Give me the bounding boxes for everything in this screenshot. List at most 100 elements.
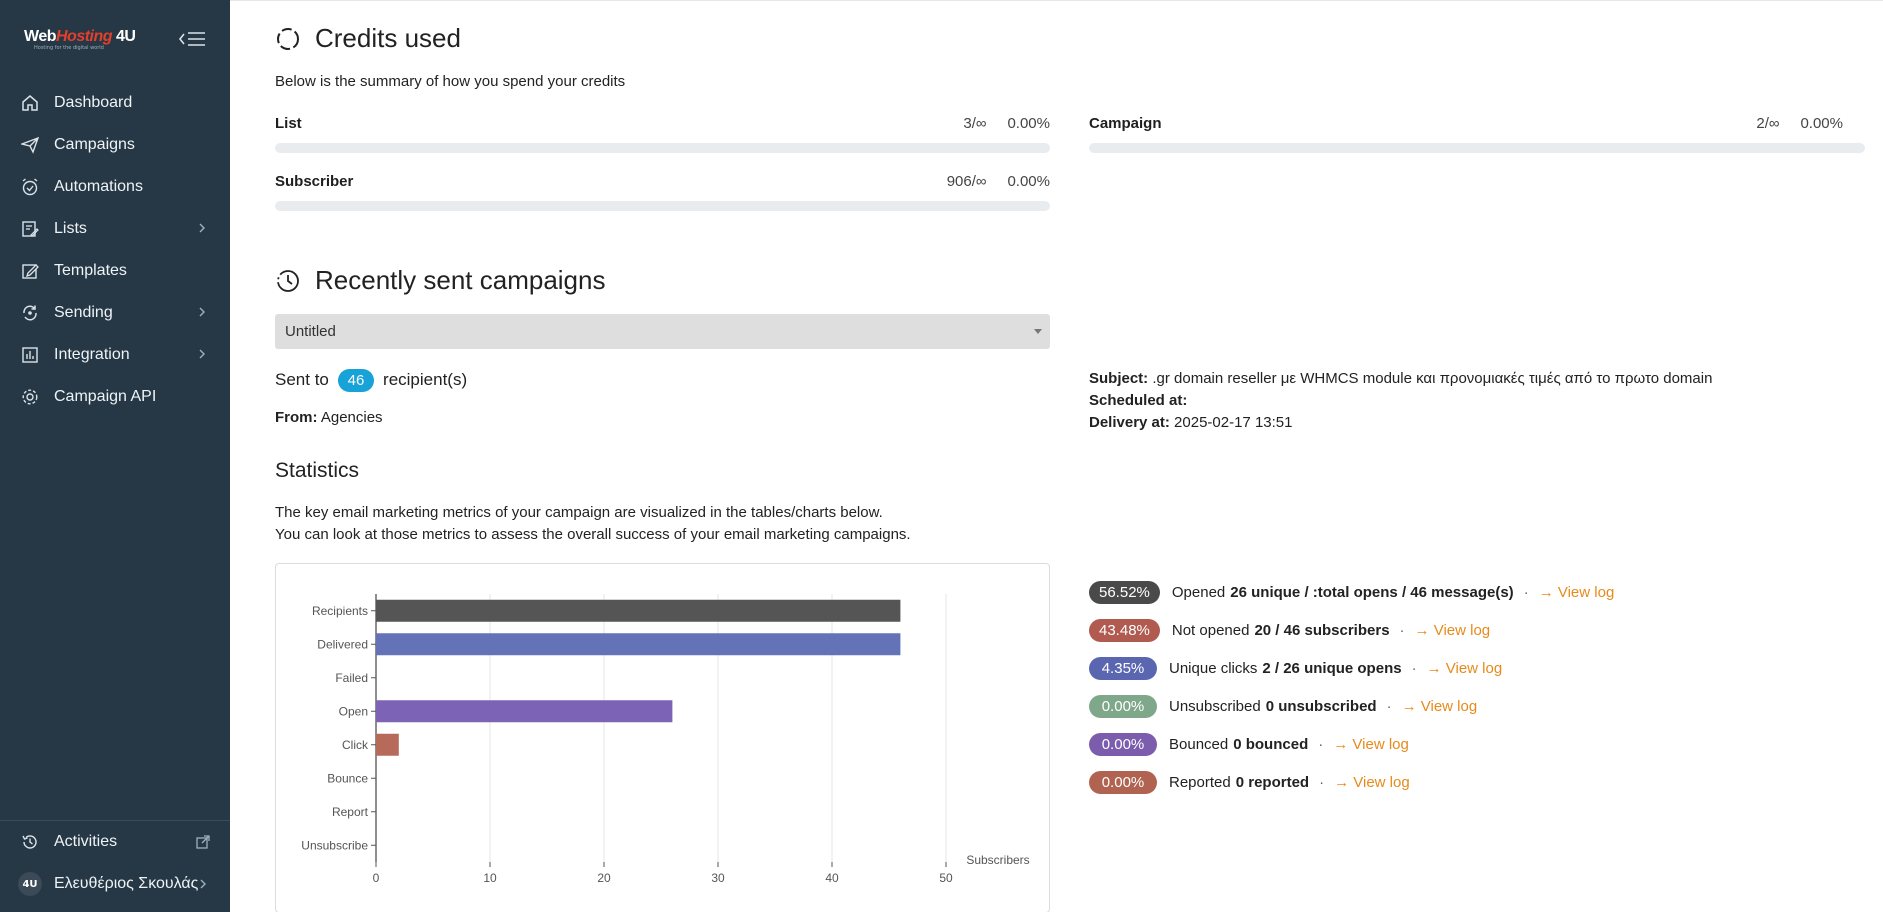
clock-history-icon — [277, 269, 299, 292]
view-log-link[interactable]: → View log — [1427, 660, 1503, 677]
metric-value: 0 bounced — [1233, 735, 1309, 753]
delivery-label: Delivery at: — [1089, 414, 1170, 431]
metric-value: 20 / 46 subscribers — [1254, 621, 1390, 639]
arrow-right-icon: → — [1334, 773, 1354, 791]
y-tick-label: Failed — [335, 671, 368, 685]
metric-value: 0 reported — [1235, 773, 1310, 791]
sidebar-item-label: Integration — [54, 346, 130, 363]
credit-campaign-values: 2/∞ 0.00% — [1743, 115, 1843, 132]
logo[interactable]: WebHosting 4U Hosting for the digital wor… — [24, 28, 136, 51]
history-icon — [20, 832, 40, 852]
sidebar-item-templates[interactable]: Templates — [0, 250, 230, 292]
credit-list-progress — [275, 143, 1050, 153]
metric-row: 0.00% Reported 0 reported · → View log — [1089, 763, 1614, 801]
credits-title-text: Credits used — [315, 23, 461, 53]
metric-percent-badge: 56.52% — [1089, 580, 1160, 604]
statistics-description-2: You can look at those metrics to assess … — [275, 526, 911, 543]
metric-label: Unsubscribed — [1169, 697, 1261, 715]
x-tick-label: 50 — [939, 871, 953, 885]
x-tick-label: 30 — [711, 871, 725, 885]
metric-percent-badge: 0.00% — [1089, 694, 1157, 718]
sidebar-item-sending[interactable]: Sending — [0, 292, 230, 334]
x-tick-label: 40 — [825, 871, 839, 885]
external-link-icon[interactable] — [196, 835, 210, 849]
sidebar-item-integration[interactable]: Integration — [0, 334, 230, 376]
view-log-link[interactable]: → View log — [1539, 584, 1615, 601]
credit-subscriber-count: 906/∞ — [946, 173, 987, 190]
main-content: Credits used Below is the summary of how… — [230, 0, 1883, 912]
chevron-right-icon — [200, 879, 206, 889]
sidebar-item-campaign-api[interactable]: Campaign API — [0, 376, 230, 418]
chevron-down-icon — [1034, 329, 1042, 334]
view-log-label: View log — [1433, 621, 1491, 639]
separator-dot: · — [1319, 773, 1325, 791]
credit-campaign-progress — [1089, 143, 1865, 153]
x-axis-label: Subscribers — [966, 853, 1029, 867]
x-tick-label: 10 — [483, 871, 497, 885]
sidebar-item-lists[interactable]: Lists — [0, 208, 230, 250]
arrow-right-icon: → — [1401, 697, 1421, 715]
separator-dot: · — [1411, 659, 1417, 677]
y-tick-label: Report — [332, 805, 369, 819]
view-log-link[interactable]: → View log — [1333, 736, 1409, 753]
chevron-right-icon — [199, 223, 205, 233]
chevron-right-icon — [199, 307, 205, 317]
credits-description: Below is the summary of how you spend yo… — [275, 73, 626, 90]
view-log-link[interactable]: → View log — [1415, 622, 1491, 639]
separator-dot: · — [1523, 583, 1529, 601]
sidebar-item-dashboard[interactable]: Dashboard — [0, 82, 230, 124]
delivery-value: 2025-02-17 13:51 — [1174, 414, 1293, 431]
metrics-list: 56.52% Opened 26 unique / :total opens / … — [1089, 573, 1614, 801]
y-tick-label: Recipients — [312, 604, 368, 618]
view-log-link[interactable]: → View log — [1334, 774, 1410, 791]
recent-campaigns-title-text: Recently sent campaigns — [315, 265, 606, 295]
scheduled-line: Scheduled at: — [1089, 392, 1187, 409]
view-log-link[interactable]: → View log — [1402, 698, 1478, 715]
metric-percent-badge: 0.00% — [1089, 770, 1157, 794]
from-value: Agencies — [320, 409, 383, 426]
sidebar-item-campaigns[interactable]: Campaigns — [0, 124, 230, 166]
credit-list-percent: 0.00% — [1007, 115, 1050, 132]
sidebar-item-activities[interactable]: Activities — [0, 821, 230, 863]
separator-dot: · — [1318, 735, 1324, 753]
credit-campaign-percent: 0.00% — [1800, 115, 1843, 132]
credit-campaign-count: 2/∞ — [1756, 115, 1780, 132]
refresh-circle-icon — [20, 303, 40, 323]
metric-value: 26 unique / :total opens / 46 message(s) — [1230, 583, 1514, 601]
sidebar-user-menu[interactable]: 4U Ελευθέριος Σκουλάς — [0, 863, 230, 905]
spinner-icon — [277, 27, 299, 50]
view-log-label: View log — [1420, 697, 1478, 715]
view-log-label: View log — [1445, 659, 1503, 677]
y-tick-label: Bounce — [327, 771, 368, 785]
chevron-right-icon — [199, 349, 205, 359]
sidebar-item-label: Lists — [54, 220, 87, 237]
menu-collapse-icon — [178, 32, 205, 46]
delivery-line: Delivery at: 2025-02-17 13:51 — [1089, 414, 1292, 431]
view-log-label: View log — [1353, 773, 1410, 791]
bar-chart: 0 10 20 30 40 50 Recipients Delivered Failed Open… — [301, 594, 1030, 885]
sidebar-collapse-button[interactable] — [178, 28, 206, 50]
y-tick-label: Unsubscribe — [301, 838, 368, 852]
credit-subscriber-values: 906/∞ 0.00% — [930, 173, 1050, 190]
credit-list-values: 3/∞ 0.00% — [950, 115, 1050, 132]
y-tick-label: Click — [342, 738, 369, 752]
metric-label: Unique clicks — [1169, 659, 1258, 677]
activities-label: Activities — [54, 833, 118, 850]
bar-open — [376, 700, 673, 723]
from-label: From: — [275, 409, 318, 426]
metric-value: 2 / 26 unique opens — [1262, 659, 1402, 677]
statistics-description-1: The key email marketing metrics of your … — [275, 504, 883, 521]
metric-value: 0 unsubscribed — [1265, 697, 1377, 715]
gear-api-icon — [20, 387, 40, 407]
metric-label: Reported — [1169, 773, 1231, 791]
scheduled-label: Scheduled at: — [1089, 392, 1188, 409]
metric-percent-badge: 43.48% — [1089, 618, 1160, 642]
campaign-select[interactable]: Untitled — [275, 314, 1050, 349]
alarm-clock-icon — [20, 177, 40, 197]
sidebar-nav: Dashboard Campaigns Automations Lists — [0, 82, 230, 418]
arrow-right-icon: → — [1333, 735, 1353, 753]
sidebar-item-automations[interactable]: Automations — [0, 166, 230, 208]
metric-percent-badge: 4.35% — [1089, 656, 1157, 680]
credit-list-label: List — [275, 115, 302, 132]
subject-label: Subject: — [1089, 370, 1149, 387]
